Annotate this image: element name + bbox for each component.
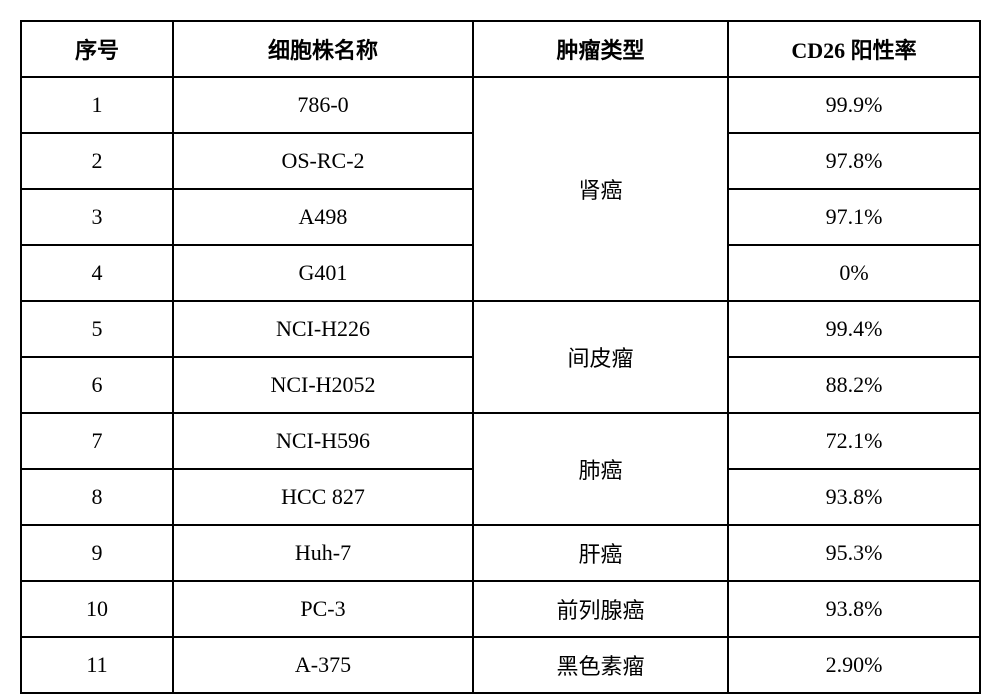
cell-rate: 93.8% [728,469,980,525]
cell-name: PC-3 [173,581,473,637]
cell-name: HCC 827 [173,469,473,525]
cell-type: 肾癌 [473,77,728,301]
cell-name: A498 [173,189,473,245]
cell-rate: 97.1% [728,189,980,245]
cell-name: G401 [173,245,473,301]
table-row: 10 PC-3 前列腺癌 93.8% [21,581,980,637]
cell-num: 1 [21,77,173,133]
cell-name: 786-0 [173,77,473,133]
table-row: 9 Huh-7 肝癌 95.3% [21,525,980,581]
cell-type: 前列腺癌 [473,581,728,637]
cell-rate: 99.9% [728,77,980,133]
cell-num: 5 [21,301,173,357]
cell-num: 11 [21,637,173,693]
header-rate: CD26 阳性率 [728,21,980,77]
cell-type: 肝癌 [473,525,728,581]
cell-rate: 2.90% [728,637,980,693]
cell-num: 9 [21,525,173,581]
cell-type: 黑色素瘤 [473,637,728,693]
cell-type: 间皮瘤 [473,301,728,413]
cell-rate: 97.8% [728,133,980,189]
cell-num: 2 [21,133,173,189]
table-header-row: 序号 细胞株名称 肿瘤类型 CD26 阳性率 [21,21,980,77]
cell-type: 肺癌 [473,413,728,525]
cell-num: 7 [21,413,173,469]
cell-name: Huh-7 [173,525,473,581]
cell-num: 6 [21,357,173,413]
cell-name: NCI-H2052 [173,357,473,413]
cell-rate: 93.8% [728,581,980,637]
cell-name: NCI-H596 [173,413,473,469]
cell-rate: 88.2% [728,357,980,413]
table-row: 1 786-0 肾癌 99.9% [21,77,980,133]
cell-num: 4 [21,245,173,301]
cell-rate: 72.1% [728,413,980,469]
cell-rate: 0% [728,245,980,301]
cell-name: NCI-H226 [173,301,473,357]
cell-name: A-375 [173,637,473,693]
cell-name: OS-RC-2 [173,133,473,189]
header-name: 细胞株名称 [173,21,473,77]
table-row: 7 NCI-H596 肺癌 72.1% [21,413,980,469]
table-row: 11 A-375 黑色素瘤 2.90% [21,637,980,693]
cell-num: 3 [21,189,173,245]
cell-rate: 99.4% [728,301,980,357]
header-type: 肿瘤类型 [473,21,728,77]
cell-num: 10 [21,581,173,637]
table-row: 5 NCI-H226 间皮瘤 99.4% [21,301,980,357]
cell-num: 8 [21,469,173,525]
cell-line-table: 序号 细胞株名称 肿瘤类型 CD26 阳性率 1 786-0 肾癌 99.9% … [20,20,981,694]
cell-rate: 95.3% [728,525,980,581]
header-num: 序号 [21,21,173,77]
